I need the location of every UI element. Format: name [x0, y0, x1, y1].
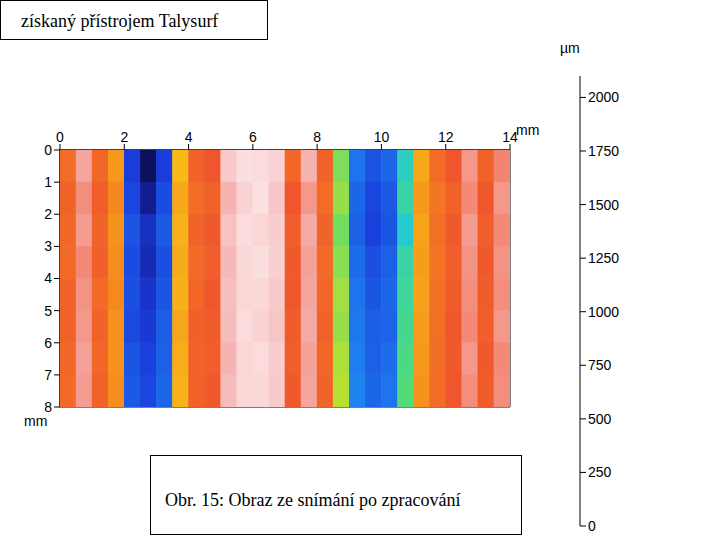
svg-text:2: 2 [44, 206, 52, 222]
svg-text:1250: 1250 [588, 250, 619, 266]
svg-text:250: 250 [588, 464, 612, 480]
svg-text:1000: 1000 [588, 304, 619, 320]
html-text:Obr. 15: Obraz ze snímání po z: Obr. 15: Obraz ze snímání po zpracování [165, 490, 461, 510]
html-text:mm: mm [516, 122, 540, 138]
svg-text:4: 4 [185, 129, 193, 145]
svg-text:0: 0 [44, 142, 52, 158]
svg-text:6: 6 [44, 335, 52, 351]
svg-text:7: 7 [44, 367, 52, 383]
svg-text:2000: 2000 [588, 89, 619, 105]
svg-text:10: 10 [374, 129, 390, 145]
svg-text:0: 0 [56, 129, 64, 145]
svg-text:14: 14 [502, 129, 518, 145]
svg-text:12: 12 [438, 129, 454, 145]
svg-text:1500: 1500 [588, 197, 619, 213]
html-text:µm: µm [560, 40, 580, 56]
html-text:získaný přístrojem Talysurf: získaný přístrojem Talysurf [21, 11, 219, 31]
svg-text:1: 1 [44, 174, 52, 190]
svg-text:3: 3 [44, 238, 52, 254]
svg-text:500: 500 [588, 411, 612, 427]
svg-text:5: 5 [44, 303, 52, 319]
svg-text:8: 8 [313, 129, 321, 145]
svg-text:8: 8 [44, 399, 52, 415]
svg-text:4: 4 [44, 270, 52, 286]
html-text:mm: mm [24, 413, 48, 429]
svg-text:1750: 1750 [588, 143, 619, 159]
svg-text:6: 6 [249, 129, 257, 145]
svg-text:2: 2 [120, 129, 128, 145]
svg-text:0: 0 [588, 518, 596, 534]
svg-text:750: 750 [588, 357, 612, 373]
